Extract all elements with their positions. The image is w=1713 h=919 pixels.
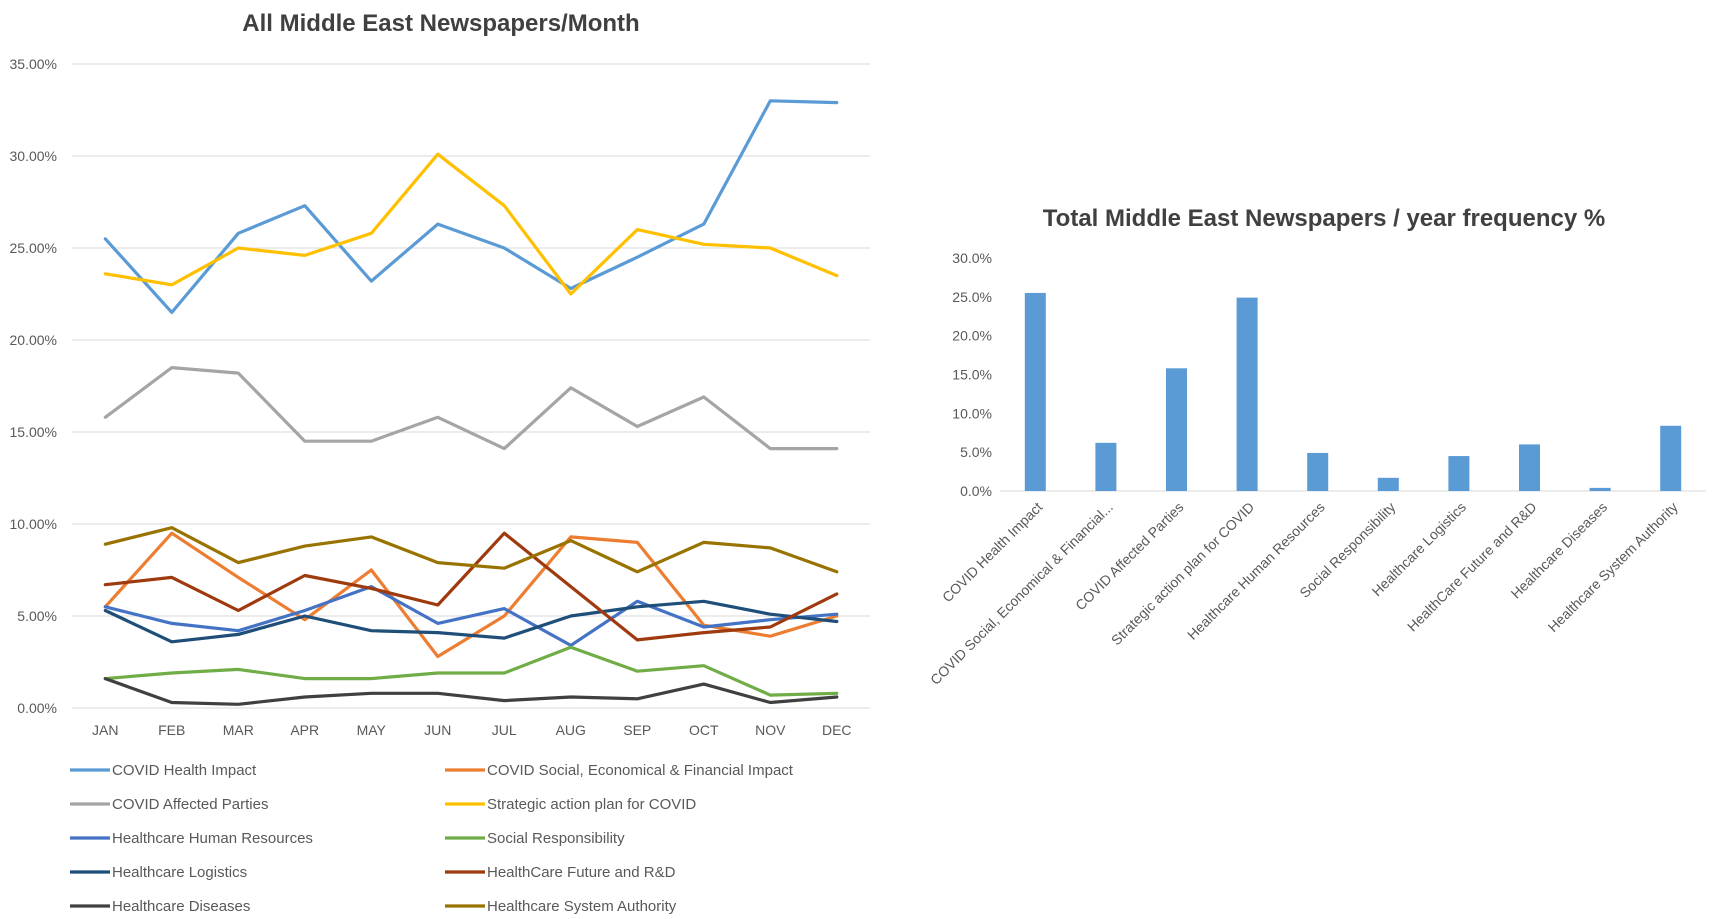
x-tick-label: AUG	[556, 722, 586, 738]
y-tick-label: 35.00%	[10, 56, 57, 72]
series-line	[103, 152, 839, 296]
legend-label: COVID Social, Economical & Financial Imp…	[487, 762, 794, 779]
legend-label: HealthCare Future and R&D	[487, 864, 676, 881]
series-line	[103, 645, 839, 697]
x-tick-label: OCT	[689, 722, 719, 738]
y-tick-label: 5.00%	[17, 608, 57, 624]
bar	[1448, 456, 1470, 491]
series-line	[103, 531, 839, 642]
y-tick-label: 30.0%	[952, 250, 992, 266]
series-line	[103, 99, 839, 314]
x-tick-label: Healthcare System Authority	[1545, 499, 1681, 635]
bar	[1236, 297, 1258, 491]
bar	[1519, 444, 1540, 491]
line-chart-title: All Middle East Newspapers/Month	[242, 10, 639, 37]
y-tick-label: 15.0%	[952, 367, 992, 383]
legend-label: Strategic action plan for COVID	[487, 796, 696, 813]
x-tick-label: JAN	[92, 722, 118, 738]
yearly-bar-chart: Total Middle East Newspapers / year freq…	[927, 205, 1706, 688]
y-tick-label: 0.0%	[960, 483, 992, 499]
monthly-line-chart: All Middle East Newspapers/Month 0.00% 5.…	[10, 10, 870, 915]
y-tick-label: 0.00%	[17, 700, 57, 716]
y-tick-label: 20.00%	[10, 332, 57, 348]
bar-chart-title: Total Middle East Newspapers / year freq…	[1043, 205, 1605, 232]
y-tick-label: 25.0%	[952, 289, 992, 305]
x-tick-label: MAR	[223, 722, 254, 738]
legend-label: COVID Affected Parties	[112, 796, 268, 813]
y-tick-label: 30.00%	[10, 148, 57, 164]
legend-label: Healthcare Human Resources	[112, 830, 313, 847]
series-line	[103, 366, 839, 451]
legend-label: Healthcare Diseases	[112, 898, 250, 915]
bar	[1166, 368, 1187, 491]
x-tick-label: MAY	[357, 722, 387, 738]
y-tick-label: 20.0%	[952, 328, 992, 344]
y-tick-label: 5.0%	[960, 444, 992, 460]
x-tick-label: FEB	[158, 722, 185, 738]
bar	[1307, 452, 1329, 491]
legend-label: Healthcare System Authority	[487, 898, 677, 915]
y-tick-label: 10.00%	[10, 516, 57, 532]
x-tick-label: JUN	[424, 722, 451, 738]
y-tick-label: 25.00%	[10, 240, 57, 256]
series-line	[103, 526, 839, 574]
x-tick-label: NOV	[755, 722, 786, 738]
series-line	[103, 584, 839, 648]
bar	[1589, 487, 1611, 491]
x-tick-label: DEC	[822, 722, 852, 738]
legend-label: Social Responsibility	[487, 830, 625, 847]
bar	[1024, 292, 1046, 491]
y-tick-label: 15.00%	[10, 424, 57, 440]
series-line	[103, 599, 839, 644]
legend-label: COVID Health Impact	[112, 762, 257, 779]
legend-label: Healthcare Logistics	[112, 864, 247, 881]
bar	[1377, 477, 1399, 491]
x-tick-label: JUL	[492, 722, 517, 738]
series-line	[103, 676, 839, 706]
x-tick-label: Healthcare Human Resources	[1184, 499, 1328, 643]
x-tick-label: HealthCare Future and R&D	[1404, 499, 1540, 635]
bar	[1095, 442, 1117, 491]
bar	[1660, 425, 1682, 491]
x-tick-label: APR	[290, 722, 319, 738]
x-tick-label: Strategic action plan for COVID	[1108, 499, 1257, 648]
y-tick-label: 10.0%	[952, 405, 992, 421]
x-tick-label: SEP	[623, 722, 651, 738]
